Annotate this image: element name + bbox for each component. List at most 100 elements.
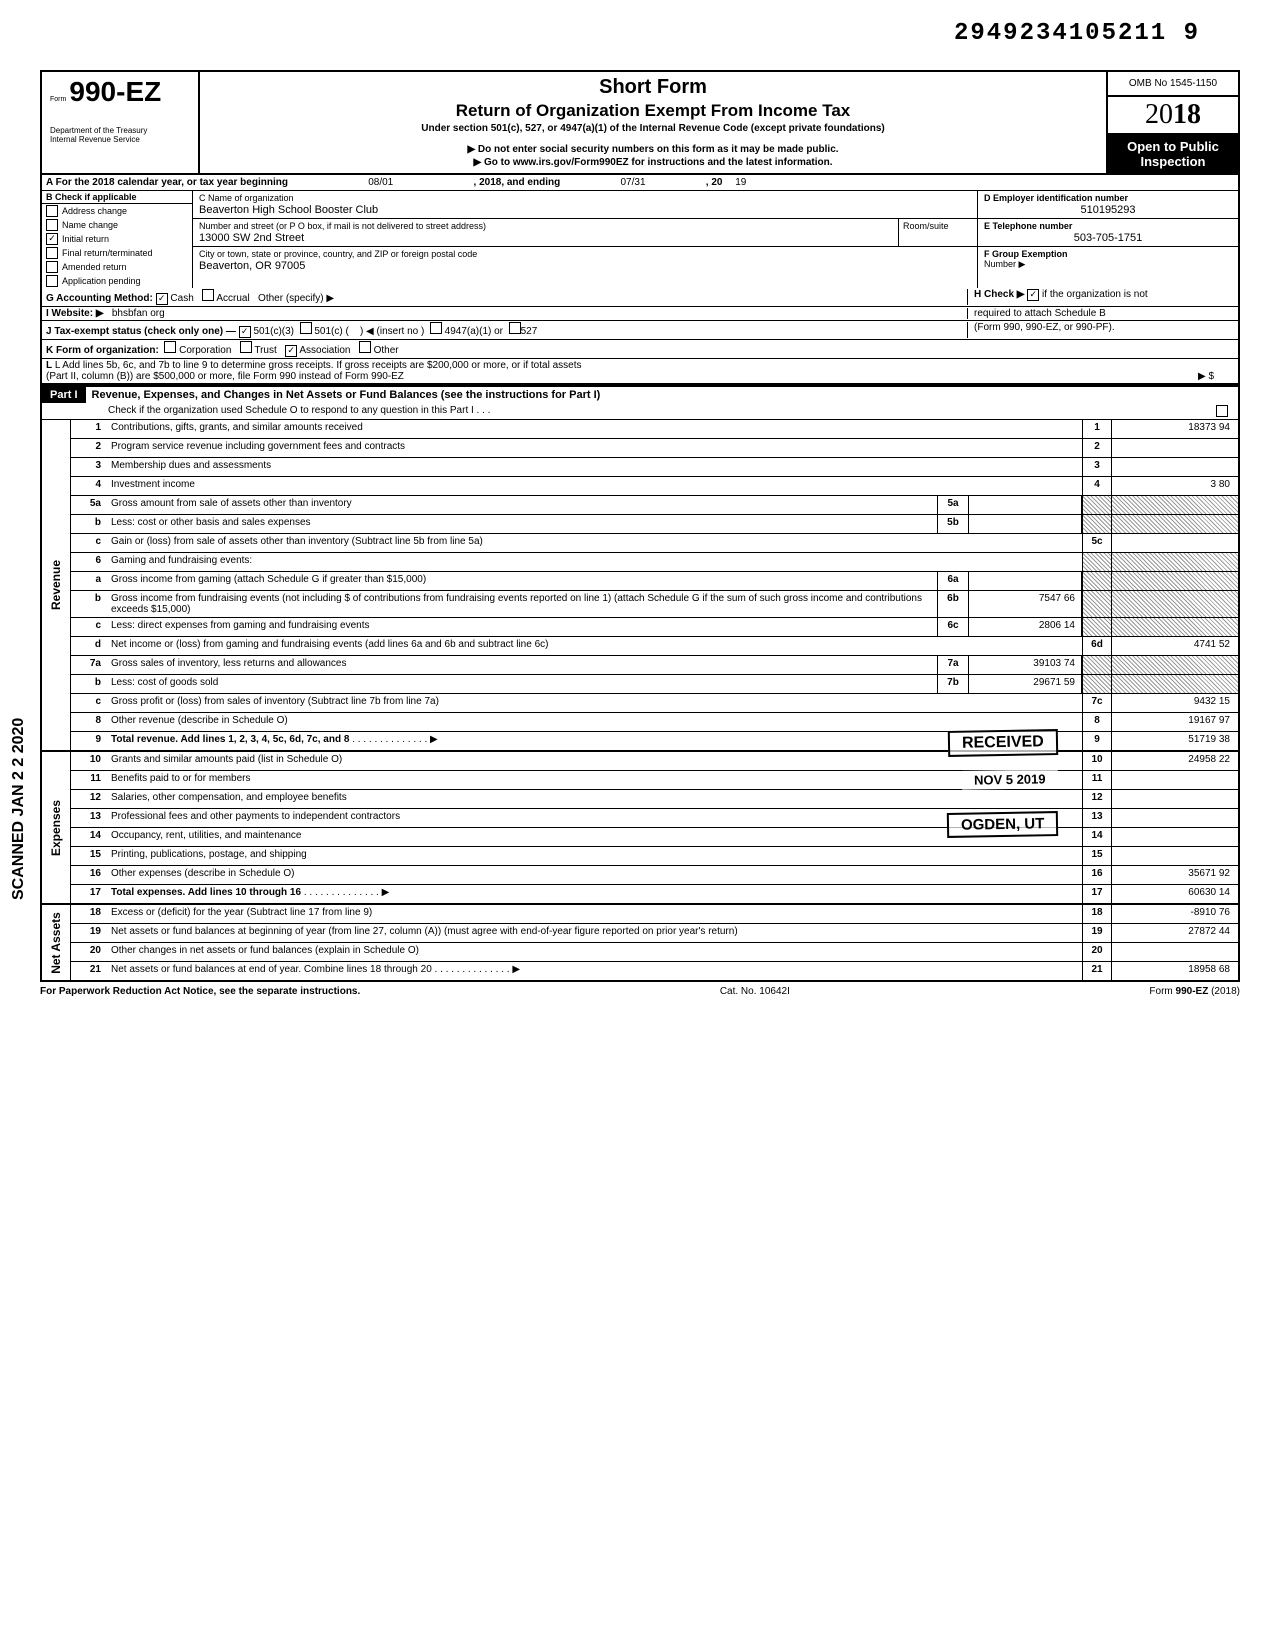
check-label: Application pending bbox=[62, 276, 141, 286]
part1-badge: Part I bbox=[42, 387, 86, 403]
checkbox-accrual[interactable] bbox=[202, 289, 214, 301]
right-num-shaded bbox=[1082, 618, 1111, 636]
checkbox-initial-return[interactable] bbox=[46, 233, 58, 245]
line-desc: Gaming and fundraising events: bbox=[107, 553, 1082, 571]
check-label: Final return/terminated bbox=[62, 248, 153, 258]
phone-value: 503-705-1751 bbox=[984, 232, 1232, 244]
g-label: G Accounting Method: bbox=[46, 293, 153, 304]
line-desc: Net assets or fund balances at end of ye… bbox=[107, 962, 1082, 980]
line-desc: Membership dues and assessments bbox=[107, 458, 1082, 476]
checkbox-application-pending[interactable] bbox=[46, 275, 58, 287]
checkbox-name-change[interactable] bbox=[46, 219, 58, 231]
right-val-shaded bbox=[1111, 656, 1238, 674]
mid-val bbox=[969, 496, 1082, 514]
right-val-shaded bbox=[1111, 496, 1238, 514]
open-to-public: Open to Public bbox=[1112, 139, 1234, 154]
line-desc: Total revenue. Add lines 1, 2, 3, 4, 5c,… bbox=[107, 732, 1082, 750]
line-num: 6 bbox=[71, 553, 107, 571]
j2a-label: ) ◀ (insert no ) bbox=[360, 326, 424, 337]
checkbox-other-org[interactable] bbox=[359, 341, 371, 353]
netassets-label: Net Assets bbox=[49, 912, 63, 974]
right-val-shaded bbox=[1111, 553, 1238, 571]
line-num: c bbox=[71, 694, 107, 712]
e-phone-label: E Telephone number bbox=[984, 221, 1232, 231]
line-num: 2 bbox=[71, 439, 107, 457]
line-num: b bbox=[71, 515, 107, 533]
expenses-label: Expenses bbox=[49, 799, 63, 855]
line-num: 5a bbox=[71, 496, 107, 514]
right-num: 17 bbox=[1082, 885, 1111, 903]
line-desc: Program service revenue including govern… bbox=[107, 439, 1082, 457]
right-val: 27872 44 bbox=[1111, 924, 1238, 942]
line-num: 16 bbox=[71, 866, 107, 884]
date-stamp: NOV 5 2019 bbox=[962, 769, 1058, 790]
checkbox-501c3[interactable] bbox=[239, 326, 251, 338]
check-label: Initial return bbox=[62, 234, 109, 244]
right-num-shaded bbox=[1082, 515, 1111, 533]
mid-val bbox=[969, 572, 1082, 590]
right-val bbox=[1111, 439, 1238, 457]
cash-label: Cash bbox=[170, 293, 193, 304]
received-stamp: RECEIVED bbox=[948, 729, 1058, 757]
mid-num: 5a bbox=[937, 496, 969, 514]
k-label: K Form of organization: bbox=[46, 345, 159, 356]
line-num: 7a bbox=[71, 656, 107, 674]
checkbox-4947[interactable] bbox=[430, 322, 442, 334]
page-footer: For Paperwork Reduction Act Notice, see … bbox=[40, 982, 1240, 1001]
check-b-header: B Check if applicable bbox=[42, 191, 192, 204]
street-label: Number and street (or P O box, if mail i… bbox=[199, 221, 892, 231]
j-label: J Tax-exempt status (check only one) — bbox=[46, 326, 236, 337]
checkbox-final-return-terminated[interactable] bbox=[46, 247, 58, 259]
right-val: 24958 22 bbox=[1111, 752, 1238, 770]
accrual-label: Accrual bbox=[216, 293, 249, 304]
right-val: 3 80 bbox=[1111, 477, 1238, 495]
check-label: Address change bbox=[62, 206, 127, 216]
checkbox-527[interactable] bbox=[509, 322, 521, 334]
checkbox-sched-o[interactable] bbox=[1216, 405, 1228, 417]
line-num: 13 bbox=[71, 809, 107, 827]
checkbox-cash[interactable] bbox=[156, 293, 168, 305]
revenue-label: Revenue bbox=[49, 560, 63, 610]
checkbox-assoc[interactable] bbox=[285, 345, 297, 357]
line-desc: Contributions, gifts, grants, and simila… bbox=[107, 420, 1082, 438]
mid-val bbox=[969, 515, 1082, 533]
mid-num: 5b bbox=[937, 515, 969, 533]
checkbox-trust[interactable] bbox=[240, 341, 252, 353]
form-prefix: Form bbox=[50, 96, 66, 103]
checkbox-corp[interactable] bbox=[164, 341, 176, 353]
line-num: 11 bbox=[71, 771, 107, 789]
line-desc: Gross profit or (loss) from sales of inv… bbox=[107, 694, 1082, 712]
right-num-shaded bbox=[1082, 675, 1111, 693]
line-num: 20 bbox=[71, 943, 107, 961]
line-desc: Other changes in net assets or fund bala… bbox=[107, 943, 1082, 961]
expenses-section: Expenses 10Grants and similar amounts pa… bbox=[40, 752, 1240, 905]
line-desc: Other expenses (describe in Schedule O) bbox=[107, 866, 1082, 884]
k1-label: Corporation bbox=[179, 345, 231, 356]
line-desc: Less: cost or other basis and sales expe… bbox=[107, 515, 937, 533]
right-val bbox=[1111, 828, 1238, 846]
right-num: 2 bbox=[1082, 439, 1111, 457]
line-num: c bbox=[71, 618, 107, 636]
right-val: 9432 15 bbox=[1111, 694, 1238, 712]
right-val bbox=[1111, 458, 1238, 476]
checkbox-501c[interactable] bbox=[300, 322, 312, 334]
org-street: 13000 SW 2nd Street bbox=[199, 232, 892, 244]
right-val: 60630 14 bbox=[1111, 885, 1238, 903]
line-desc: Less: direct expenses from gaming and fu… bbox=[107, 618, 937, 636]
line-desc: Gross income from fundraising events (no… bbox=[107, 591, 937, 617]
right-num: 10 bbox=[1082, 752, 1111, 770]
h2-text: if the organization is not bbox=[1042, 289, 1148, 300]
line-desc: Investment income bbox=[107, 477, 1082, 495]
city-label: City or town, state or province, country… bbox=[199, 249, 971, 259]
form-header: Form 990-EZ Department of the Treasury I… bbox=[40, 70, 1240, 175]
omb-number: OMB No 1545-1150 bbox=[1108, 72, 1238, 97]
line-num: d bbox=[71, 637, 107, 655]
checkbox-address-change[interactable] bbox=[46, 205, 58, 217]
right-val: 19167 97 bbox=[1111, 713, 1238, 731]
dept-treasury: Department of the Treasury bbox=[50, 126, 190, 135]
checkbox-sched-b[interactable] bbox=[1027, 289, 1039, 301]
line-num: c bbox=[71, 534, 107, 552]
right-val bbox=[1111, 847, 1238, 865]
checkbox-amended-return[interactable] bbox=[46, 261, 58, 273]
right-num: 3 bbox=[1082, 458, 1111, 476]
